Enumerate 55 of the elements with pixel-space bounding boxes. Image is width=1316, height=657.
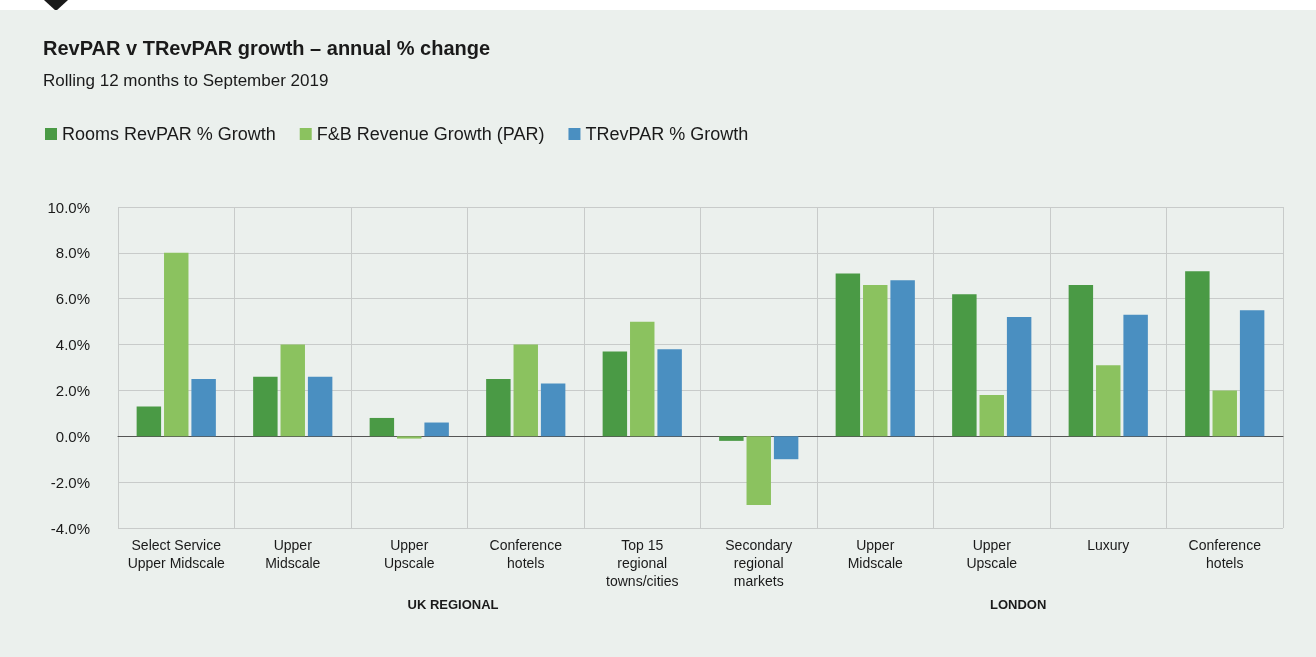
bar [307,376,333,437]
bar [1068,284,1094,437]
bar [191,378,216,437]
bar [1212,390,1237,437]
chart-subtitle: Rolling 12 months to September 2019 [43,71,329,91]
x-tick-label: Luxury [1087,537,1130,553]
text: UK REGIONAL [407,597,499,612]
bar [540,383,566,437]
bar [835,273,861,437]
legend-label: TRevPAR % Growth [585,124,749,144]
bar [719,436,744,441]
bar [630,321,655,437]
y-tick-label: 8.0% [55,244,90,262]
y-tick-label: 0.0% [55,427,90,445]
bar [280,344,305,437]
bar [369,417,395,437]
bar [657,349,682,437]
x-tick-label: Conference hotels [1188,537,1262,571]
bar [1123,314,1148,437]
chart-title: RevPAR v TRevPAR growth – annual % change [43,37,491,60]
y-tick-label: 6.0% [55,290,90,308]
bar [424,422,449,437]
bar [952,294,977,437]
bar [863,284,888,437]
x-tick-label: Upper Midscale [847,537,904,571]
bar [1239,310,1265,437]
bar [136,406,162,437]
bar [602,351,628,437]
text: LONDON [990,597,1047,612]
x-tick-label: Conference hotels [489,537,563,571]
bar [253,376,278,437]
x-tick-label: Upper Upscale [383,537,435,571]
bar [513,344,538,437]
x-tick-label: Top 15 regional towns/cities [606,537,679,589]
bar [1185,271,1210,437]
x-tick-label: Upper Midscale [265,537,321,571]
bar [397,436,422,439]
y-tick-label: -4.0% [50,519,90,537]
x-tick-label: Select Service Upper Midscale [127,537,226,571]
y-tick-label: 10.0% [47,198,90,216]
bar [1096,365,1121,437]
y-tick-label: 4.0% [55,336,90,354]
legend-label: F&B Revenue Growth (PAR) [316,124,545,144]
bar [979,395,1004,437]
bar [746,436,771,506]
bar [164,252,189,437]
y-tick-label: 2.0% [55,381,90,399]
x-tick-label: Secondary regional markets [725,537,793,589]
bar [773,436,799,460]
bar [1006,317,1032,437]
bar [486,378,511,437]
bar [890,280,915,437]
y-tick-label: -2.0% [50,473,90,491]
legend-label: Rooms RevPAR % Growth [62,124,276,144]
x-tick-label: Upper Upscale [966,537,1018,571]
